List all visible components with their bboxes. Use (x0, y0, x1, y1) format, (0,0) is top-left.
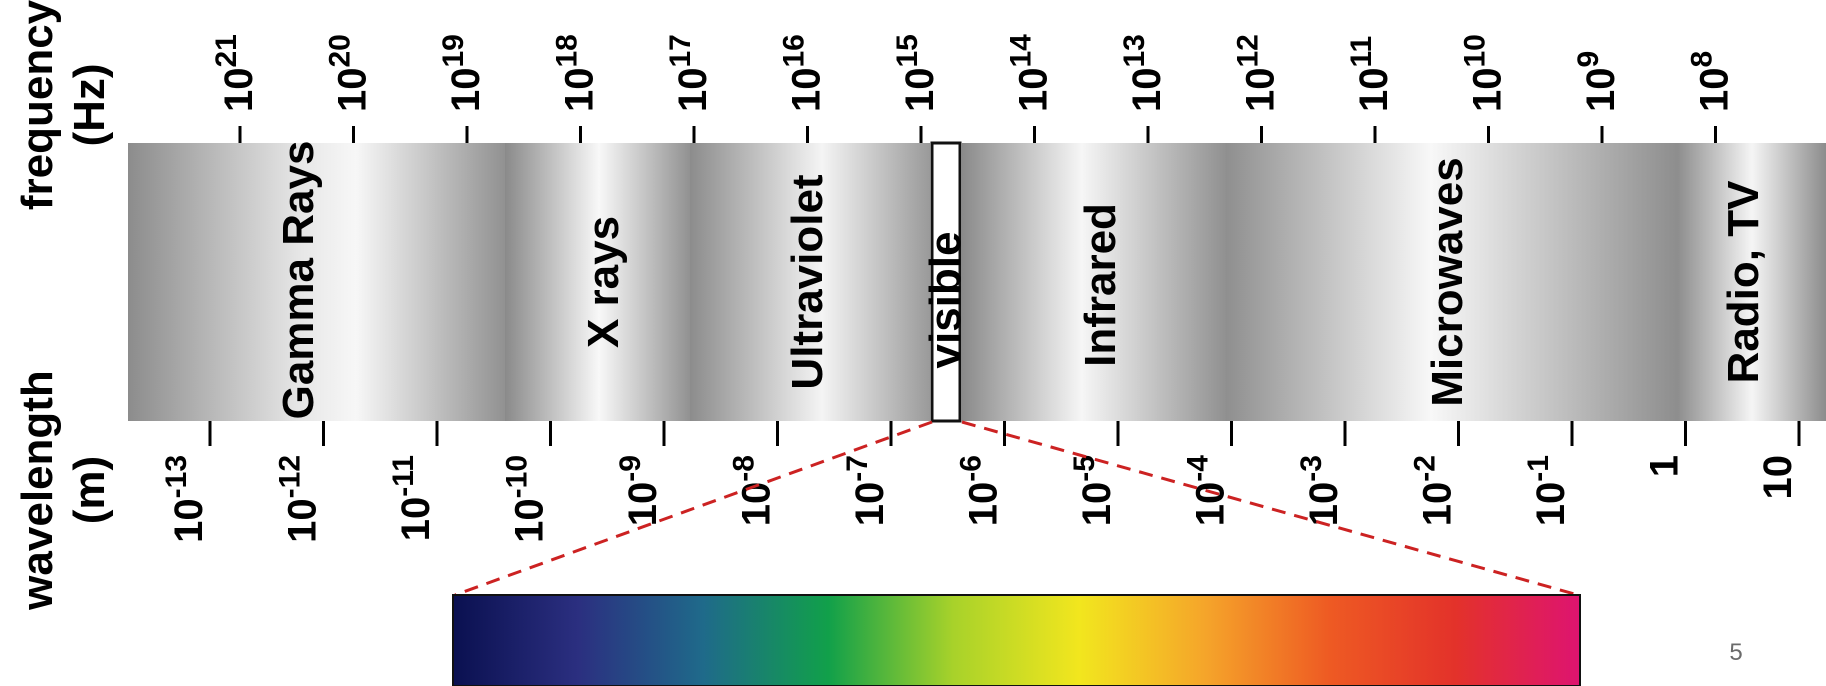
page-number: 5 (1729, 639, 1742, 666)
frequency-tick-label: 1019 (437, 34, 488, 112)
band-visible (930, 141, 962, 423)
wavelength-tick-label: 10-1 (1522, 455, 1573, 526)
wavelength-tick-label: 10-12 (274, 455, 325, 543)
wavelength-tick-label: 10-3 (1295, 455, 1346, 526)
band-micro (1226, 143, 1681, 421)
band-label-micro: Microwaves (1423, 157, 1472, 406)
wavelength-tick-label: 10 (1756, 455, 1800, 500)
band-ir (962, 143, 1228, 421)
band-uv (690, 143, 930, 421)
wavelength-tick-label: 1 (1643, 455, 1687, 477)
frequency-axis-title: frequency (13, 0, 62, 210)
wavelength-tick-label: 10-6 (955, 455, 1006, 526)
frequency-ticks: 1021 1020 1019 1018 1017 1016 1015 1014 1013 1012… (210, 34, 1737, 143)
wavelength-tick-label: 10-5 (1068, 455, 1119, 526)
wavelength-ticks: 10-1310-1210-1110-1010-910-810-710-610-5… (160, 421, 1801, 543)
wavelength-tick-label: 10-9 (614, 455, 665, 526)
spectrum-bar (128, 141, 1826, 423)
wavelength-tick-label: 10-8 (728, 455, 779, 526)
wavelength-tick-label: 10-13 (160, 455, 211, 543)
band-label-uv: Ultraviolet (783, 174, 832, 390)
band-xray (505, 143, 693, 421)
wavelength-tick-label: 10-7 (841, 455, 892, 526)
frequency-tick-label: 1014 (1005, 34, 1056, 112)
wavelength-axis-unit: (m) (65, 456, 114, 524)
frequency-tick-label: 1012 (1232, 34, 1283, 112)
frequency-tick-label: 1010 (1459, 34, 1510, 112)
band-label-visible: visible (921, 232, 970, 369)
frequency-tick-label: 1018 (551, 34, 602, 112)
band-radio (1678, 143, 1826, 421)
zoom-line-right (961, 420, 1579, 597)
frequency-tick-label: 108 (1686, 51, 1737, 112)
frequency-tick-label: 1013 (1118, 34, 1169, 112)
frequency-tick-label: 1016 (778, 34, 829, 112)
frequency-tick-label: 1020 (324, 34, 375, 112)
frequency-axis-unit: (Hz) (65, 63, 114, 146)
frequency-tick-label: 1017 (664, 34, 715, 112)
frequency-tick-label: 1021 (210, 34, 261, 112)
wavelength-tick-label: 10-11 (387, 455, 438, 541)
band-label-gamma: Gamma Rays (274, 141, 323, 420)
wavelength-tick-label: 10-2 (1409, 455, 1460, 526)
wavelength-tick-label: 10-10 (501, 455, 552, 543)
wavelength-axis-title: wavelength (13, 370, 62, 611)
band-label-xray: X rays (579, 216, 628, 348)
band-gamma (128, 143, 508, 421)
band-label-ir: Infrared (1076, 203, 1125, 367)
frequency-tick-label: 109 (1572, 51, 1623, 112)
frequency-tick-label: 1011 (1345, 36, 1396, 112)
frequency-tick-label: 1015 (891, 34, 942, 112)
visible-spectrum-bar (452, 594, 1581, 686)
zoom-line-left (454, 420, 933, 597)
band-label-radio: Radio, TV (1719, 180, 1768, 384)
